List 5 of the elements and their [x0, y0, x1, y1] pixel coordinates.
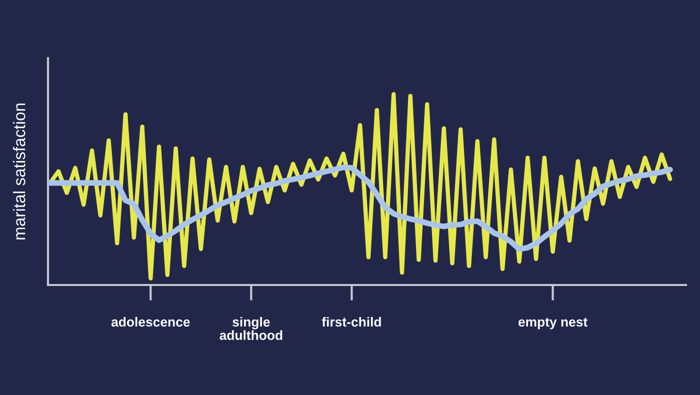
- x-tick-label: first-child: [322, 316, 381, 327]
- x-tick-label: single adulthood: [220, 316, 282, 340]
- x-tick-label: empty nest: [518, 318, 588, 330]
- y-axis-title: marital satisfaction: [13, 104, 26, 240]
- x-tick-label: adolescence: [111, 316, 190, 327]
